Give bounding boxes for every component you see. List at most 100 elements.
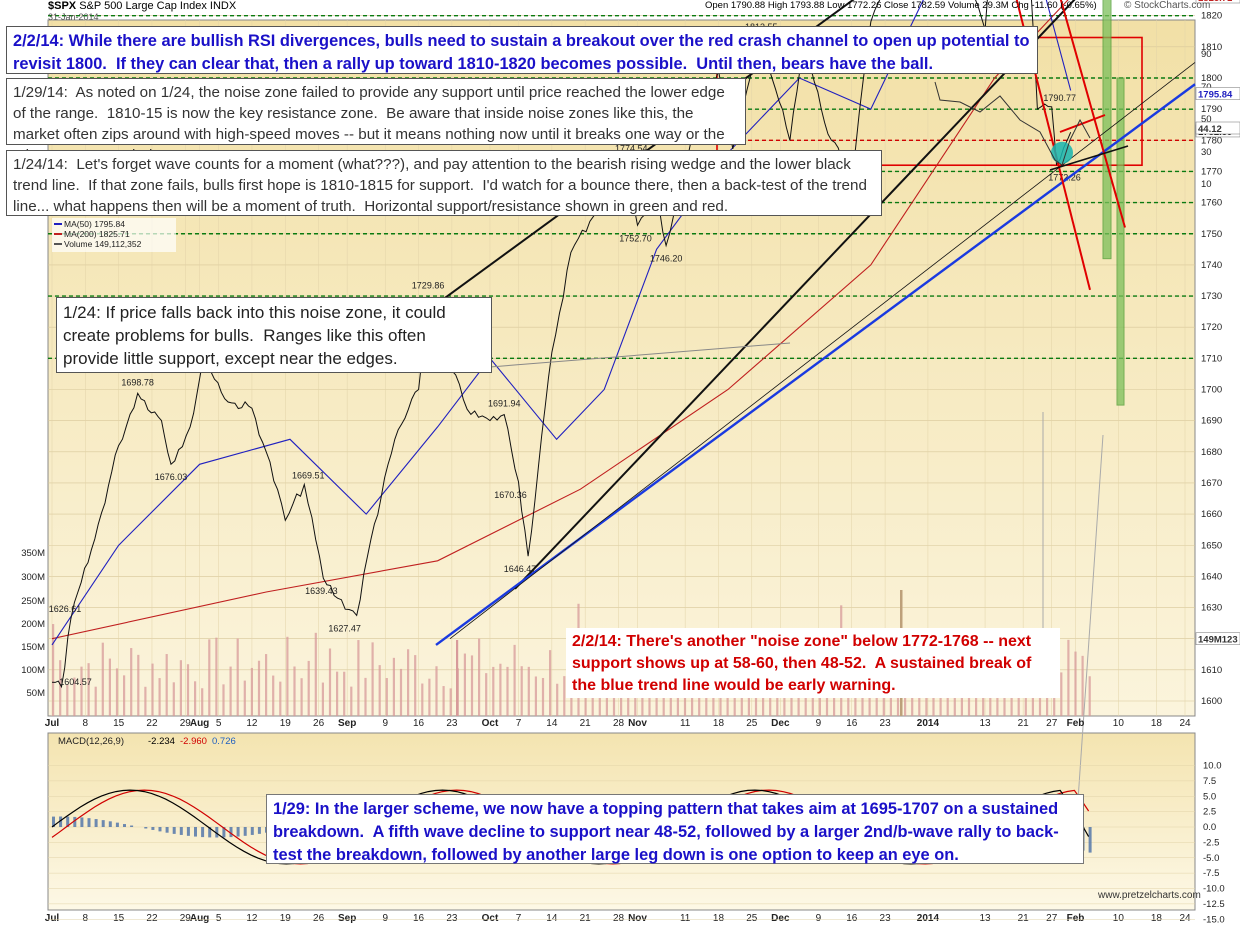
date-tick-bottom-21: 18	[713, 913, 725, 924]
volume-bar	[272, 675, 275, 716]
date-tick-top-4: 29	[180, 718, 192, 729]
volume-bar	[982, 690, 985, 716]
date-tick-top-23: Dec	[771, 718, 790, 729]
volume-bar	[449, 688, 452, 716]
volume-bar	[336, 671, 339, 716]
date-tick-bottom-30: 27	[1046, 913, 1058, 924]
note-2-2-14-support: 2/2/14: There's another "noise zone" bel…	[566, 628, 1060, 698]
note-pointer-line	[489, 342, 791, 368]
macd-hist-bar	[87, 818, 91, 827]
crash-channel-lower	[1015, 0, 1091, 291]
price-tick-1690: 1690	[1201, 416, 1222, 427]
price-label-11: 1646.47	[504, 564, 537, 574]
date-tick-top-2: 15	[113, 718, 125, 729]
volume-bar	[485, 673, 488, 716]
price-label-0: 1604.57	[59, 677, 92, 687]
note-2-2-14-rsi: 2/2/14: While there are bullish RSI dive…	[6, 26, 1038, 74]
macd-hist-bar	[66, 816, 70, 827]
legend-label-2: Volume 149,112,352	[64, 239, 142, 249]
volume-bar	[165, 654, 168, 716]
macd-hist-bar	[186, 827, 190, 836]
rsi-tick-90: 90	[1201, 49, 1212, 60]
volume-bar	[1081, 655, 1084, 716]
date-tick-bottom-32: 10	[1113, 913, 1125, 924]
price-label-14: 1746.20	[650, 254, 683, 264]
date-tick-top-14: Oct	[482, 718, 499, 729]
date-tick-bottom-19: Nov	[628, 913, 647, 924]
date-tick-top-24: 9	[816, 718, 822, 729]
date-tick-top-25: 16	[846, 718, 858, 729]
volume-bar	[179, 660, 182, 716]
ma50-value-label-box	[1195, 87, 1240, 100]
volume-bar	[911, 688, 914, 716]
volume-bar	[186, 664, 190, 716]
legend-bg	[52, 218, 176, 252]
date-tick-top-21: 18	[713, 718, 725, 729]
volume-tick-0: 350M	[21, 548, 45, 559]
volume-bar	[1031, 690, 1034, 716]
macd-tick: -5.0	[1203, 853, 1219, 864]
date-tick-top-13: 23	[446, 718, 458, 729]
price-label-24: 1790.77	[1043, 93, 1076, 103]
support-circle	[1051, 141, 1073, 164]
target-bar-2	[1116, 77, 1125, 406]
date-tick-bottom-1: 8	[83, 913, 89, 924]
macd-hist-bar	[215, 827, 219, 838]
volume-bar	[144, 686, 147, 716]
macd-tick: -10.0	[1203, 884, 1225, 895]
date-tick-top-17: 21	[580, 718, 592, 729]
price-label-12: 1774.54	[615, 143, 648, 153]
date-tick-bottom-8: 19	[280, 913, 292, 924]
date-tick-top-26: 23	[880, 718, 892, 729]
date-tick-top-5: Aug	[190, 718, 209, 729]
date-tick-top-20: 11	[680, 718, 691, 729]
volume-bar	[236, 638, 239, 716]
price-tick-1670: 1670	[1201, 478, 1222, 489]
note-pointer-line-3	[1077, 434, 1104, 801]
volume-bar	[492, 666, 495, 716]
volume-bar	[506, 666, 509, 716]
rsi-tick-30: 30	[1201, 147, 1212, 158]
price-tick-1820: 1820	[1201, 11, 1222, 22]
volume-bar	[442, 686, 445, 716]
volume-bar	[549, 650, 552, 716]
volume-bar	[1067, 639, 1070, 716]
volume-bar	[194, 681, 197, 716]
macd-tick: -15.0	[1203, 914, 1225, 925]
ma50-value-label: 1795.84	[1198, 90, 1233, 101]
ma200-value-label-box	[1195, 0, 1240, 4]
volume-bar	[399, 668, 403, 716]
date-tick-bottom-23: Dec	[771, 913, 790, 924]
volume-bar	[896, 682, 900, 716]
date-tick-top-28: 13	[979, 718, 991, 729]
price-tick-1800: 1800	[1201, 73, 1222, 84]
macd-tick: 5.0	[1203, 791, 1216, 802]
date-tick-bottom-25: 16	[846, 913, 858, 924]
macd-hist-bar	[52, 816, 55, 827]
volume-bar	[435, 666, 438, 716]
volume-value-label-box	[1195, 632, 1240, 646]
rsi-tick-50: 50	[1201, 114, 1212, 125]
price-label-9: 1691.94	[488, 399, 521, 409]
date-tick-bottom-33: 18	[1151, 913, 1163, 924]
ma200-value-label: 1825.71	[1198, 0, 1233, 4]
macd-hist-bar	[94, 819, 98, 827]
volume-bar	[534, 676, 537, 716]
date-tick-top-7: 12	[246, 718, 258, 729]
volume-bar	[350, 686, 353, 716]
date-tick-bottom-4: 29	[180, 913, 192, 924]
date-tick-bottom-6: 5	[216, 913, 222, 924]
date-tick-top-33: 18	[1151, 718, 1163, 729]
date-tick-top-6: 5	[216, 718, 222, 729]
price-tick-1660: 1660	[1201, 509, 1222, 520]
date-tick-top-9: 26	[313, 718, 325, 729]
volume-bar	[222, 684, 225, 716]
volume-bar	[847, 681, 850, 716]
date-tick-top-3: 22	[146, 718, 158, 729]
date-tick-bottom-34: 24	[1179, 913, 1191, 924]
volume-bar	[94, 686, 97, 716]
price-tick-1600: 1600	[1201, 696, 1222, 707]
volume-tick-1: 300M	[21, 572, 45, 583]
volume-bar	[279, 681, 282, 716]
volume-bar	[123, 675, 126, 716]
